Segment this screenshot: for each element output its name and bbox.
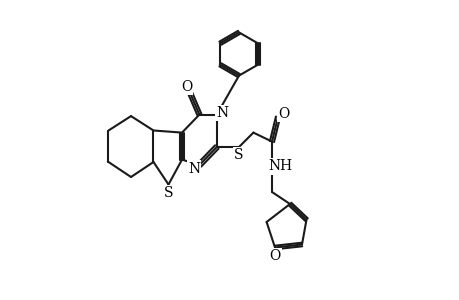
Text: O: O (269, 249, 280, 263)
Text: O: O (180, 80, 192, 94)
Text: NH: NH (268, 160, 292, 173)
Text: N: N (216, 106, 228, 120)
Text: S: S (234, 148, 243, 162)
Text: O: O (277, 107, 288, 121)
Text: N: N (188, 162, 200, 176)
Text: S: S (164, 186, 174, 200)
